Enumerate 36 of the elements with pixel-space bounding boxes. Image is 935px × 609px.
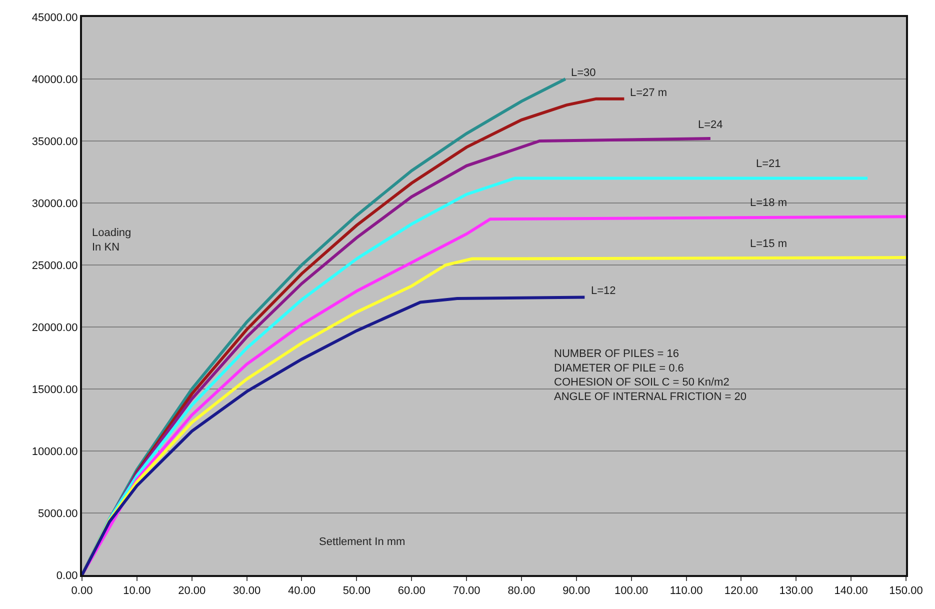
series-label: L=27 m (630, 87, 667, 99)
y-tick-label: 0.00 (56, 570, 78, 582)
series-label: L=30 (571, 67, 596, 79)
series-label: L=18 m (750, 197, 787, 209)
x-tick-label: 80.00 (508, 585, 536, 598)
y-axis-title: Loading In KN (92, 227, 132, 254)
annotation: NUMBER OF PILES = 16 DIAMETER OF PILE = 0.6 COHESION OF SOIL C = 50 Kn/m2 ANGLE OF INTERNAL FRICTION = 20 (554, 348, 746, 403)
x-tick-label: 40.00 (288, 585, 316, 598)
x-tick-label: 30.00 (233, 585, 261, 598)
y-tick-label: 40000.00 (32, 74, 78, 86)
x-tick-label: 60.00 (398, 585, 426, 598)
x-tick-label: 130.00 (779, 585, 813, 598)
y-tick-label: 15000.00 (32, 384, 78, 396)
series-label: L=15 m (750, 238, 787, 250)
y-tick-label: 45000.00 (32, 12, 78, 24)
x-tick-label: 90.00 (562, 585, 590, 598)
y-tick-label: 20000.00 (32, 322, 78, 334)
x-tick-label: 140.00 (834, 585, 868, 598)
y-tick-label: 25000.00 (32, 260, 78, 272)
y-tick-label: 30000.00 (32, 198, 78, 210)
x-tick-label: 10.00 (123, 585, 151, 598)
x-tick-label: 110.00 (670, 585, 703, 598)
series-label: L=24 (698, 119, 723, 131)
x-tick-label: 120.00 (724, 585, 758, 598)
x-tick-label: 50.00 (342, 585, 370, 598)
x-tick-label: 150.00 (889, 585, 923, 598)
y-tick-label: 35000.00 (32, 136, 78, 148)
x-tick-label: 0.00 (71, 585, 93, 598)
y-tick-label: 5000.00 (38, 508, 78, 520)
x-tick-label: 100.00 (614, 585, 648, 598)
y-tick-label: 10000.00 (32, 446, 78, 458)
x-axis-title: Settlement In mm (319, 536, 406, 548)
series-label: L=12 (591, 285, 616, 297)
series-label: L=21 (756, 158, 781, 170)
x-tick-label: 70.00 (452, 585, 480, 598)
x-tick-label: 20.00 (178, 585, 206, 598)
